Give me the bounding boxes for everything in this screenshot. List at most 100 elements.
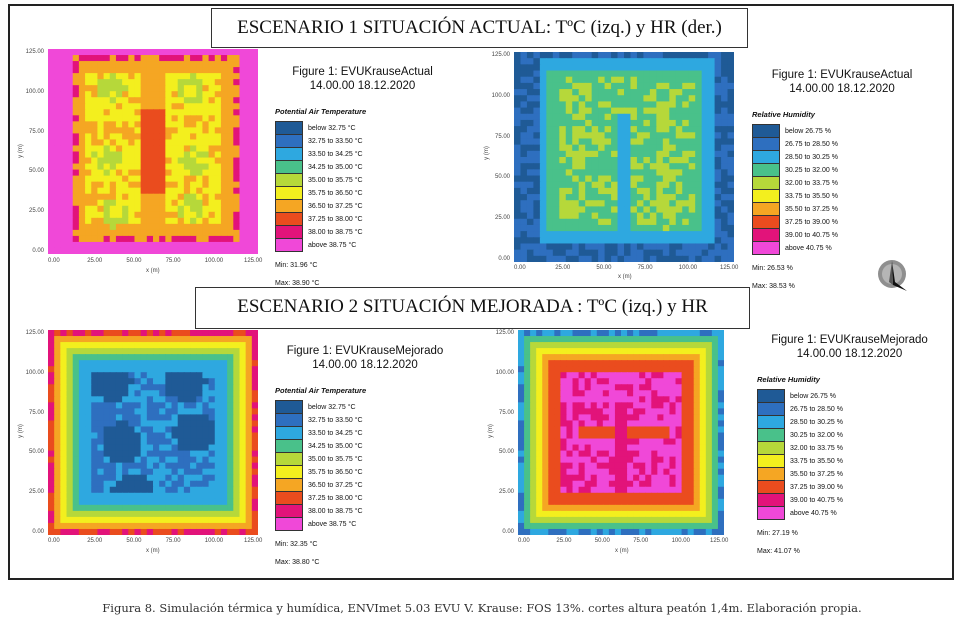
legend-entry: 37.25 to 39.00 %	[757, 480, 845, 494]
y-tick-label: 50.00	[28, 449, 44, 456]
legend-swatch	[752, 137, 780, 151]
max-value: Max: 38.90 °C	[275, 280, 320, 287]
legend-swatch	[275, 199, 303, 213]
legend-label: below 26.75 %	[790, 392, 836, 400]
legend-entry: 35.50 to 37.25 %	[752, 202, 840, 216]
legend-entry: 35.50 to 37.25 %	[757, 467, 845, 481]
legend-label: 35.75 to 36.50 °C	[308, 468, 363, 476]
max-value: Max: 41.07 %	[757, 548, 800, 555]
variable-name: Potential Air Temperature	[275, 386, 367, 395]
legend-swatch	[752, 176, 780, 190]
map-temperature-actual	[48, 49, 258, 254]
min-value: Min: 31.96 °C	[275, 262, 318, 269]
legend-swatch	[275, 212, 303, 226]
y-tick-label: 50.00	[494, 174, 510, 181]
x-axis-ticks-1: 0.00 25.00 50.00 75.00 100.00 125.00	[48, 258, 262, 268]
humidity-actual-grid	[514, 52, 734, 262]
min-value: Min: 32.35 °C	[275, 541, 318, 548]
legend-entry: below 32.75 °C	[275, 400, 365, 414]
legend-swatch	[752, 124, 780, 138]
legend-swatch	[275, 478, 303, 492]
x-tick-label: 75.00	[165, 538, 181, 544]
y-tick-label: 100.00	[495, 369, 514, 376]
legend-humidity-improved: Figure 1: EVUKrauseMejorado 14.00.00 18.…	[757, 333, 942, 556]
x-axis-label-3: x (m)	[146, 548, 160, 554]
legend-label: 26.75 to 28.50 %	[785, 140, 838, 148]
x-tick-label: 75.00	[637, 265, 653, 271]
legend-label: 35.50 to 37.25 %	[790, 470, 843, 478]
legend-label: 34.25 to 35.00 °C	[308, 163, 363, 171]
legend-label: 32.00 to 33.75 %	[785, 179, 838, 187]
y-tick-label: 50.00	[28, 168, 44, 175]
x-tick-label: 25.00	[87, 258, 103, 264]
x-tick-label: 75.00	[165, 258, 181, 264]
legend-entry: 35.00 to 35.75 °C	[275, 173, 365, 187]
legend-table: below 26.75 % 26.75 to 28.50 % 28.50 to 30…	[757, 389, 845, 520]
legend-entry: below 26.75 %	[757, 389, 845, 403]
x-tick-label: 75.00	[633, 538, 649, 544]
legend-label: 36.50 to 37.25 °C	[308, 202, 363, 210]
legend-entry: 35.75 to 36.50 °C	[275, 465, 365, 479]
legend-entry: 37.25 to 38.00 °C	[275, 491, 365, 505]
legend-swatch	[752, 228, 780, 242]
y-axis-label-2: y (m)	[483, 146, 490, 160]
y-tick-label: 25.00	[494, 215, 510, 222]
y-axis-label-4: y (m)	[487, 424, 494, 438]
y-tick-label: 25.00	[498, 489, 514, 496]
y-tick-label: 75.00	[494, 133, 510, 140]
x-tick-label: 100.00	[671, 538, 690, 544]
x-axis-ticks-2: 0.00 25.00 50.00 75.00 100.00 125.00	[514, 265, 738, 275]
legend-swatch	[757, 454, 785, 468]
legend-label: below 26.75 %	[785, 127, 831, 135]
legend-swatch	[752, 215, 780, 229]
y-tick-label: 25.00	[28, 489, 44, 496]
legend-entry: 38.00 to 38.75 °C	[275, 225, 365, 239]
legend-label: 30.25 to 32.00 %	[785, 166, 838, 174]
legend-swatch	[757, 428, 785, 442]
x-tick-label: 125.00	[244, 258, 263, 264]
legend-label: above 40.75 %	[790, 509, 837, 517]
legend-label: 26.75 to 28.50 %	[790, 405, 843, 413]
legend-entry: 26.75 to 28.50 %	[757, 402, 845, 416]
min-value: Min: 26.53 %	[752, 265, 793, 272]
legend-entry: 32.00 to 33.75 %	[752, 176, 840, 190]
legend-swatch	[275, 426, 303, 440]
legend-label: 36.50 to 37.25 °C	[308, 481, 363, 489]
legend-label: 38.00 to 38.75 °C	[308, 228, 363, 236]
x-axis-label-2: x (m)	[618, 274, 632, 280]
legend-swatch	[275, 186, 303, 200]
variable-name: Potential Air Temperature	[275, 107, 367, 116]
legend-entry: 33.75 to 35.50 %	[757, 454, 845, 468]
y-tick-label: 25.00	[28, 208, 44, 215]
legend-label: 32.75 to 33.50 °C	[308, 416, 363, 424]
y-tick-label: 125.00	[25, 49, 44, 55]
legend-entry: 38.00 to 38.75 °C	[275, 504, 365, 518]
figure-datetime: 14.00.00 18.12.2020	[309, 80, 416, 92]
legend-label: above 38.75 °C	[308, 520, 357, 528]
legend-entry: 33.75 to 35.50 %	[752, 189, 840, 203]
legend-entry: 32.75 to 33.50 °C	[275, 134, 365, 148]
legend-label: 33.50 to 34.25 °C	[308, 429, 363, 437]
legend-swatch	[275, 504, 303, 518]
legend-entry: 37.25 to 39.00 %	[752, 215, 840, 229]
legend-label: 35.00 to 35.75 °C	[308, 455, 363, 463]
figure-datetime: 14.00.00 18.12.2020	[796, 348, 903, 360]
legend-entry: 30.25 to 32.00 %	[757, 428, 845, 442]
x-axis-ticks-3: 0.00 25.00 50.00 75.00 100.00 125.00	[48, 538, 262, 548]
figure-title: Figure 1: EVUKrauseMejorado	[286, 345, 444, 357]
legend-entry: 39.00 to 40.75 %	[757, 493, 845, 507]
legend-entry: 34.25 to 35.00 °C	[275, 439, 365, 453]
legend-swatch	[757, 389, 785, 403]
legend-label: 32.00 to 33.75 %	[790, 444, 843, 452]
legend-entry: 35.75 to 36.50 °C	[275, 186, 365, 200]
y-tick-label: 75.00	[498, 409, 514, 416]
legend-swatch	[275, 413, 303, 427]
x-tick-label: 125.00	[244, 538, 263, 544]
variable-name: Relative Humidity	[752, 110, 815, 119]
legend-swatch	[757, 506, 785, 520]
x-tick-label: 100.00	[204, 538, 224, 544]
y-tick-label: 0.00	[498, 256, 510, 262]
y-tick-label: 0.00	[32, 248, 44, 254]
legend-entry: 32.75 to 33.50 °C	[275, 413, 365, 427]
legend-entry: 26.75 to 28.50 %	[752, 137, 840, 151]
